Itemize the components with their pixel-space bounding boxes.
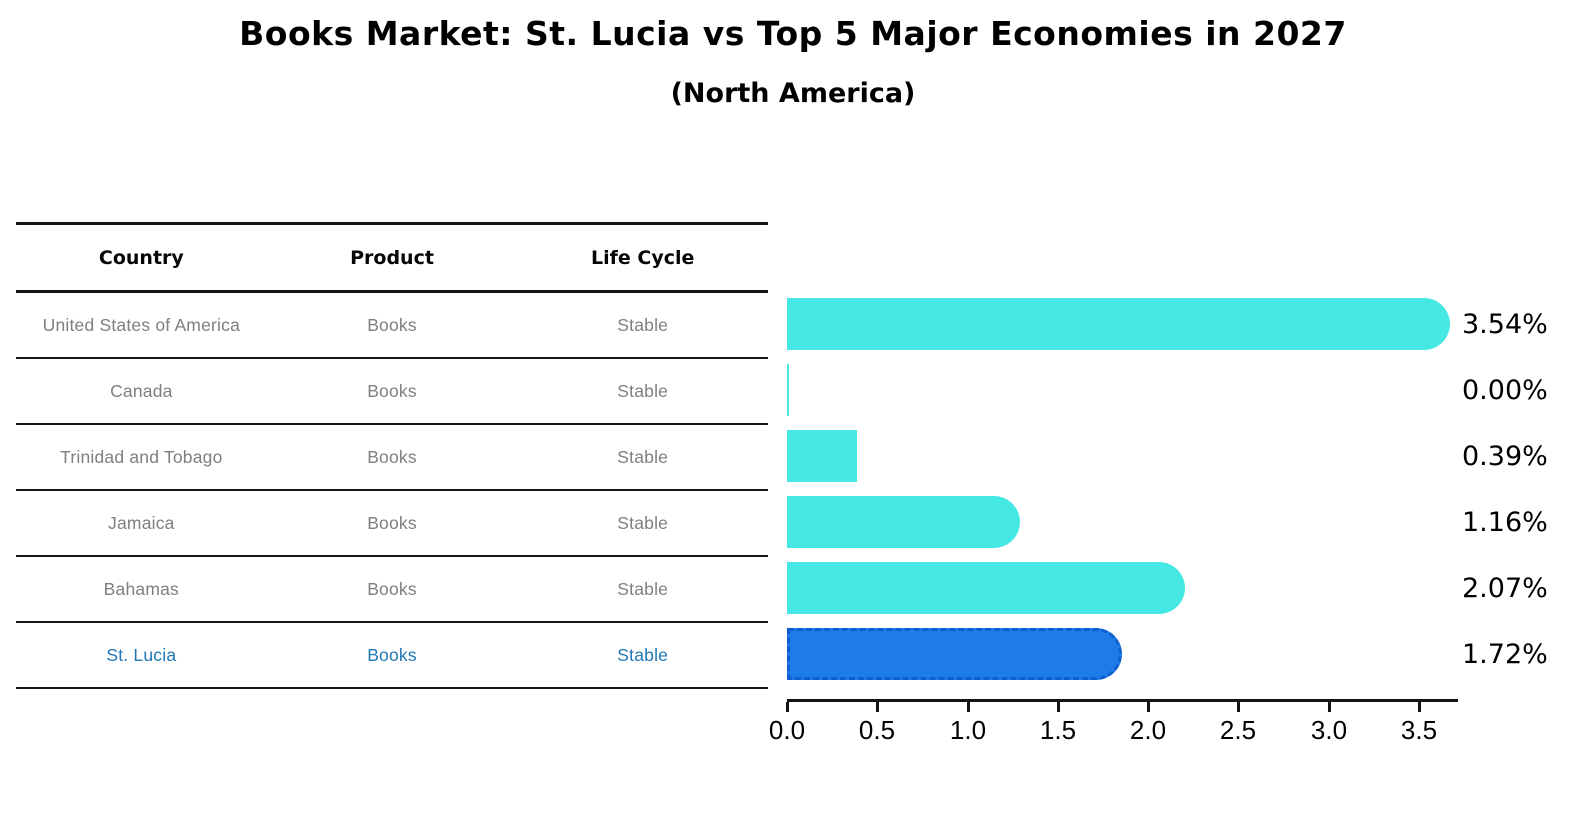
cell-product: Books: [367, 380, 417, 401]
x-tick-label: 3.5: [1400, 715, 1438, 745]
value-label-column: 3.54% 0.00% 0.39% 1.16% 2.07% 1.72%: [1462, 291, 1586, 687]
bar-value-label: 2.07%: [1462, 572, 1548, 604]
x-tick-label: 0.0: [768, 715, 806, 745]
bar-row-canada: [787, 357, 1455, 423]
cell-country: Trinidad and Tobago: [60, 446, 223, 467]
cell-life-cycle: Stable: [617, 578, 669, 599]
cell-product: Books: [367, 578, 417, 599]
bar-row-bahamas: [787, 555, 1455, 621]
chart-title: Books Market: St. Lucia vs Top 5 Major E…: [239, 14, 1347, 53]
cell-country: St. Lucia: [106, 644, 177, 665]
country-table: Country Product Life Cycle United States…: [16, 222, 768, 689]
cell-product: Books: [367, 644, 417, 665]
table-row: Trinidad and Tobago Books Stable: [16, 425, 768, 491]
column-header-country: Country: [98, 246, 184, 269]
cell-country: Jamaica: [108, 512, 175, 533]
bar-row-jamaica: [787, 489, 1455, 555]
cell-country: Canada: [110, 380, 173, 401]
x-tick-mark: [1057, 702, 1060, 712]
x-tick-label: 3.0: [1310, 715, 1348, 745]
table-row: Jamaica Books Stable: [16, 491, 768, 557]
bar-united-states-of-america: [787, 298, 1450, 350]
chart-subtitle: (North America): [670, 78, 916, 109]
x-axis-ticks: 0.0 0.5 1.0 1.5 2.0 2.5 3.0 3.5: [769, 702, 1458, 758]
x-tick-mark: [1418, 702, 1421, 712]
bar-jamaica: [787, 496, 1020, 548]
bar-bahamas: [787, 562, 1185, 614]
bar-value-label: 1.16%: [1462, 506, 1548, 538]
table-row: Bahamas Books Stable: [16, 557, 768, 623]
bar-st-lucia: [787, 628, 1122, 680]
bar-canada: [787, 364, 789, 416]
x-tick-label: 1.0: [949, 715, 987, 745]
bar-value-label: 3.54%: [1462, 308, 1548, 340]
x-axis-line: [787, 699, 1458, 702]
bar-value-label: 0.39%: [1462, 440, 1548, 472]
x-tick-mark: [876, 702, 879, 712]
bar-row-st-lucia: [787, 621, 1455, 687]
x-tick-label: 2.0: [1129, 715, 1167, 745]
x-tick-mark: [1237, 702, 1240, 712]
x-tick-label: 1.5: [1039, 715, 1077, 745]
bar-value-label: 1.72%: [1462, 638, 1548, 670]
x-tick-label: 0.5: [858, 715, 896, 745]
x-tick-mark: [1147, 702, 1150, 712]
cell-life-cycle: Stable: [617, 380, 669, 401]
table-row: United States of America Books Stable: [16, 293, 768, 359]
column-header-life-cycle: Life Cycle: [590, 246, 695, 269]
bar-trinidad-and-tobago: [787, 430, 857, 482]
cell-life-cycle: Stable: [617, 446, 669, 467]
bar-row-united-states-of-america: [787, 291, 1455, 357]
table-row: Canada Books Stable: [16, 359, 768, 425]
cell-country: Bahamas: [103, 578, 179, 599]
bar-plot-area: [787, 291, 1455, 687]
bar-value-label: 0.00%: [1462, 374, 1548, 406]
bar-row-trinidad-and-tobago: [787, 423, 1455, 489]
table-header-row: Country Product Life Cycle: [16, 225, 768, 293]
column-header-product: Product: [350, 246, 434, 269]
cell-product: Books: [367, 314, 417, 335]
x-tick-mark: [1328, 702, 1331, 712]
cell-product: Books: [367, 446, 417, 467]
table-row-highlighted: St. Lucia Books Stable: [16, 623, 768, 689]
x-tick-mark: [967, 702, 970, 712]
cell-country: United States of America: [42, 314, 241, 335]
x-tick-label: 2.5: [1219, 715, 1257, 745]
cell-life-cycle: Stable: [617, 512, 669, 533]
cell-product: Books: [367, 512, 417, 533]
cell-life-cycle: Stable: [617, 644, 669, 665]
cell-life-cycle: Stable: [617, 314, 669, 335]
x-tick-mark: [786, 702, 789, 712]
